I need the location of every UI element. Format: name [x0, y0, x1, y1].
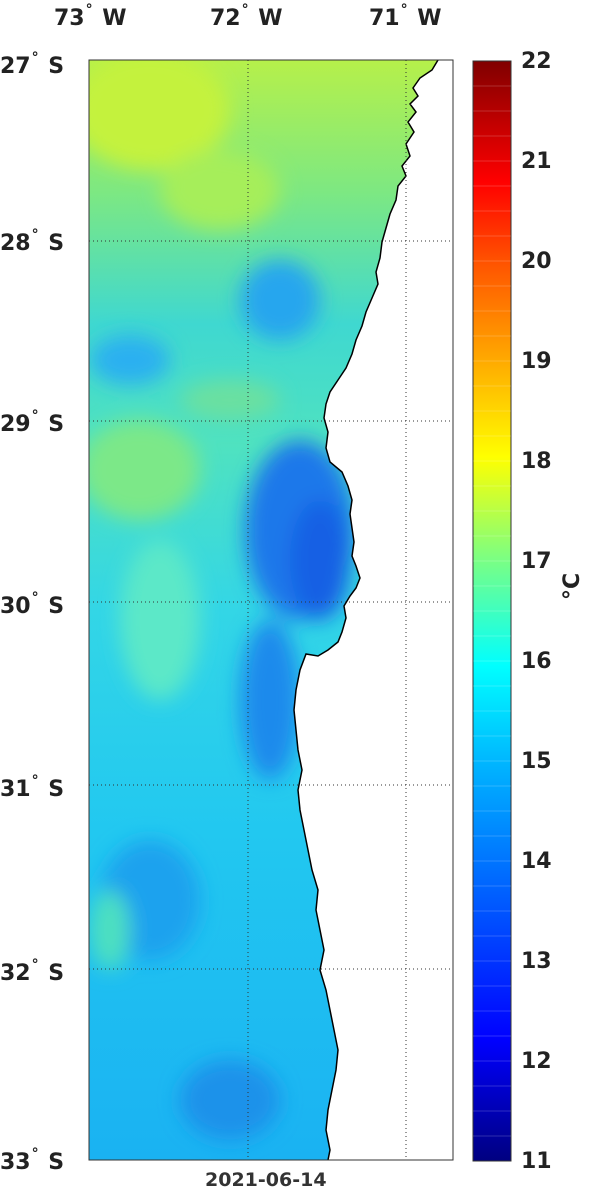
lat-label-30s: 30° S — [0, 590, 65, 619]
colorbar-tick: 20 — [521, 249, 552, 274]
colorbar-tick: 16 — [521, 649, 552, 674]
colorbar-unit-label: °C — [560, 572, 585, 600]
lat-label-29s: 29° S — [0, 408, 65, 437]
colorbar-tick: 22 — [521, 49, 552, 74]
colorbar-tick: 12 — [521, 1049, 552, 1074]
colorbar-tick: 21 — [521, 149, 552, 174]
colorbar-tick: 19 — [521, 349, 552, 374]
lat-label-27s: 27° S — [0, 50, 65, 79]
lat-label-32s: 32° S — [0, 957, 65, 986]
colorbar-tick: 14 — [521, 849, 552, 874]
colorbar — [472, 60, 512, 1162]
colorbar-tick: 11 — [521, 1149, 552, 1174]
colorbar-tick: 13 — [521, 949, 552, 974]
coastline — [293, 59, 439, 1161]
lat-label-28s: 28° S — [0, 227, 65, 256]
lon-label-73w: 73° W — [54, 2, 127, 31]
colorbar-tick: 17 — [521, 549, 552, 574]
lon-label-71w: 71° W — [369, 2, 442, 31]
colorbar-tick: 15 — [521, 749, 552, 774]
colorbar-tick: 18 — [521, 449, 552, 474]
lat-label-31s: 31° S — [0, 773, 65, 802]
lon-label-72w: 72° W — [210, 2, 283, 31]
lat-label-33s: 33° S — [0, 1146, 65, 1175]
date-label: 2021-06-14 — [205, 1169, 327, 1191]
